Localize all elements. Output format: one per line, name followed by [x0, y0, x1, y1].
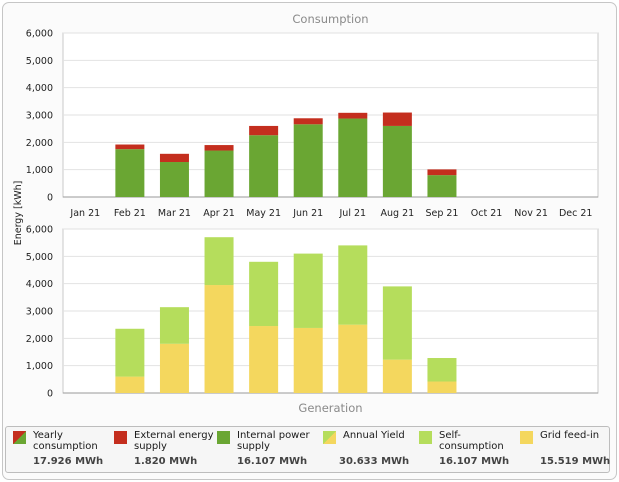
x-tick-label: Jan 21 — [69, 208, 100, 219]
bar-segment — [159, 343, 189, 393]
y-tick-label: 1,000 — [26, 165, 53, 176]
bar-segment — [293, 253, 323, 328]
bar-segment — [249, 261, 279, 327]
y-tick-label: 1,000 — [26, 361, 53, 372]
bar-segment — [338, 112, 368, 119]
bar-segment — [204, 285, 234, 393]
y-tick-label: 6,000 — [26, 29, 53, 40]
bar-segment — [115, 144, 145, 150]
legend-label: Yearly consumption — [33, 430, 98, 452]
y-tick-label: 0 — [47, 193, 53, 204]
external-energy-supply-swatch-icon — [114, 431, 127, 444]
y-tick-label: 4,000 — [26, 279, 53, 290]
bar-segment — [159, 307, 189, 344]
y-tick-label: 0 — [47, 389, 53, 400]
bar-segment — [115, 376, 145, 393]
y-tick-label: 5,000 — [26, 56, 53, 67]
consumption-title: Consumption — [292, 12, 368, 26]
yearly-consumption-swatch-icon — [13, 431, 26, 444]
self-consumption-swatch-icon — [419, 431, 432, 444]
legend-label: Annual Yield — [343, 430, 405, 441]
bar-segment — [293, 118, 323, 125]
x-tick-label: Sep 21 — [425, 208, 458, 219]
bar-segment — [427, 358, 457, 382]
x-tick-label: Nov 21 — [514, 208, 548, 219]
legend-label: External energy supply — [134, 430, 214, 452]
x-tick-label: Oct 21 — [471, 208, 503, 219]
x-tick-label: Jul 21 — [339, 208, 367, 219]
bar-segment — [382, 286, 412, 360]
legend-item-annual-yield[interactable]: Annual Yield 30.633 MWh — [323, 427, 421, 472]
bar-segment — [249, 326, 279, 393]
y-tick-label: 2,000 — [26, 138, 53, 149]
legend-item-self-consumption[interactable]: Self-consumption 16.107 MWh — [419, 427, 517, 472]
bar-segment — [249, 125, 279, 136]
y-tick-label: 5,000 — [26, 252, 53, 263]
legend-label: Internal power supply — [237, 430, 310, 452]
legend-value: 16.107 MWh — [439, 456, 510, 467]
bar-segment — [249, 135, 279, 197]
bar-segment — [338, 118, 368, 197]
bar-segment — [382, 125, 412, 197]
legend-value: 15.519 MWh — [540, 456, 611, 467]
bar-segment — [204, 150, 234, 197]
legend-item-grid-feed-in[interactable]: Grid feed-in 15.519 MWh — [520, 427, 611, 472]
bar-segment — [338, 245, 368, 325]
x-tick-label: Mar 21 — [158, 208, 191, 219]
annual-yield-swatch-icon — [323, 431, 336, 444]
legend-value: 30.633 MWh — [339, 456, 410, 467]
legend-label: Self-consumption — [439, 430, 504, 452]
bar-segment — [382, 359, 412, 393]
x-tick-label: Jun 21 — [292, 208, 323, 219]
y-tick-label: 4,000 — [26, 83, 53, 94]
legend-label: Grid feed-in — [540, 430, 600, 441]
legend-item-yearly-consumption[interactable]: Yearly consumption 17.926 MWh — [13, 427, 111, 472]
bar-segment — [293, 124, 323, 197]
x-tick-label: Feb 21 — [114, 208, 146, 219]
internal-power-supply-swatch-icon — [217, 431, 230, 444]
bar-segment — [115, 149, 145, 197]
bar-segment — [204, 237, 234, 286]
bar-segment — [427, 381, 457, 393]
legend-item-internal-power-supply[interactable]: Internal power supply 16.107 MWh — [217, 427, 315, 472]
bar-segment — [159, 162, 189, 197]
bar-segment — [159, 153, 189, 163]
generation-title: Generation — [298, 401, 362, 415]
bar-segment — [427, 175, 457, 197]
legend-value: 16.107 MWh — [237, 456, 308, 467]
bar-segment — [293, 327, 323, 393]
x-tick-label: Apr 21 — [203, 208, 235, 219]
x-tick-label: Dec 21 — [559, 208, 593, 219]
grid-feed-in-swatch-icon — [520, 431, 533, 444]
x-tick-label: Aug 21 — [381, 208, 415, 219]
legend-item-external-energy-supply[interactable]: External energy supply 1.820 MWh — [114, 427, 214, 472]
bar-segment — [427, 169, 457, 176]
legend: Yearly consumption 17.926 MWh External e… — [5, 426, 610, 473]
bar-segment — [382, 112, 412, 126]
legend-value: 17.926 MWh — [33, 456, 104, 467]
y-tick-label: 3,000 — [26, 307, 53, 318]
y-tick-label: 3,000 — [26, 111, 53, 122]
y-tick-label: 2,000 — [26, 334, 53, 345]
bar-segment — [338, 324, 368, 393]
bar-segment — [204, 145, 234, 151]
bar-segment — [115, 328, 145, 377]
legend-value: 1.820 MWh — [134, 456, 198, 467]
y-tick-label: 6,000 — [26, 225, 53, 236]
y-axis-label: Energy [kWh] — [13, 181, 24, 246]
x-tick-label: May 21 — [246, 208, 281, 219]
